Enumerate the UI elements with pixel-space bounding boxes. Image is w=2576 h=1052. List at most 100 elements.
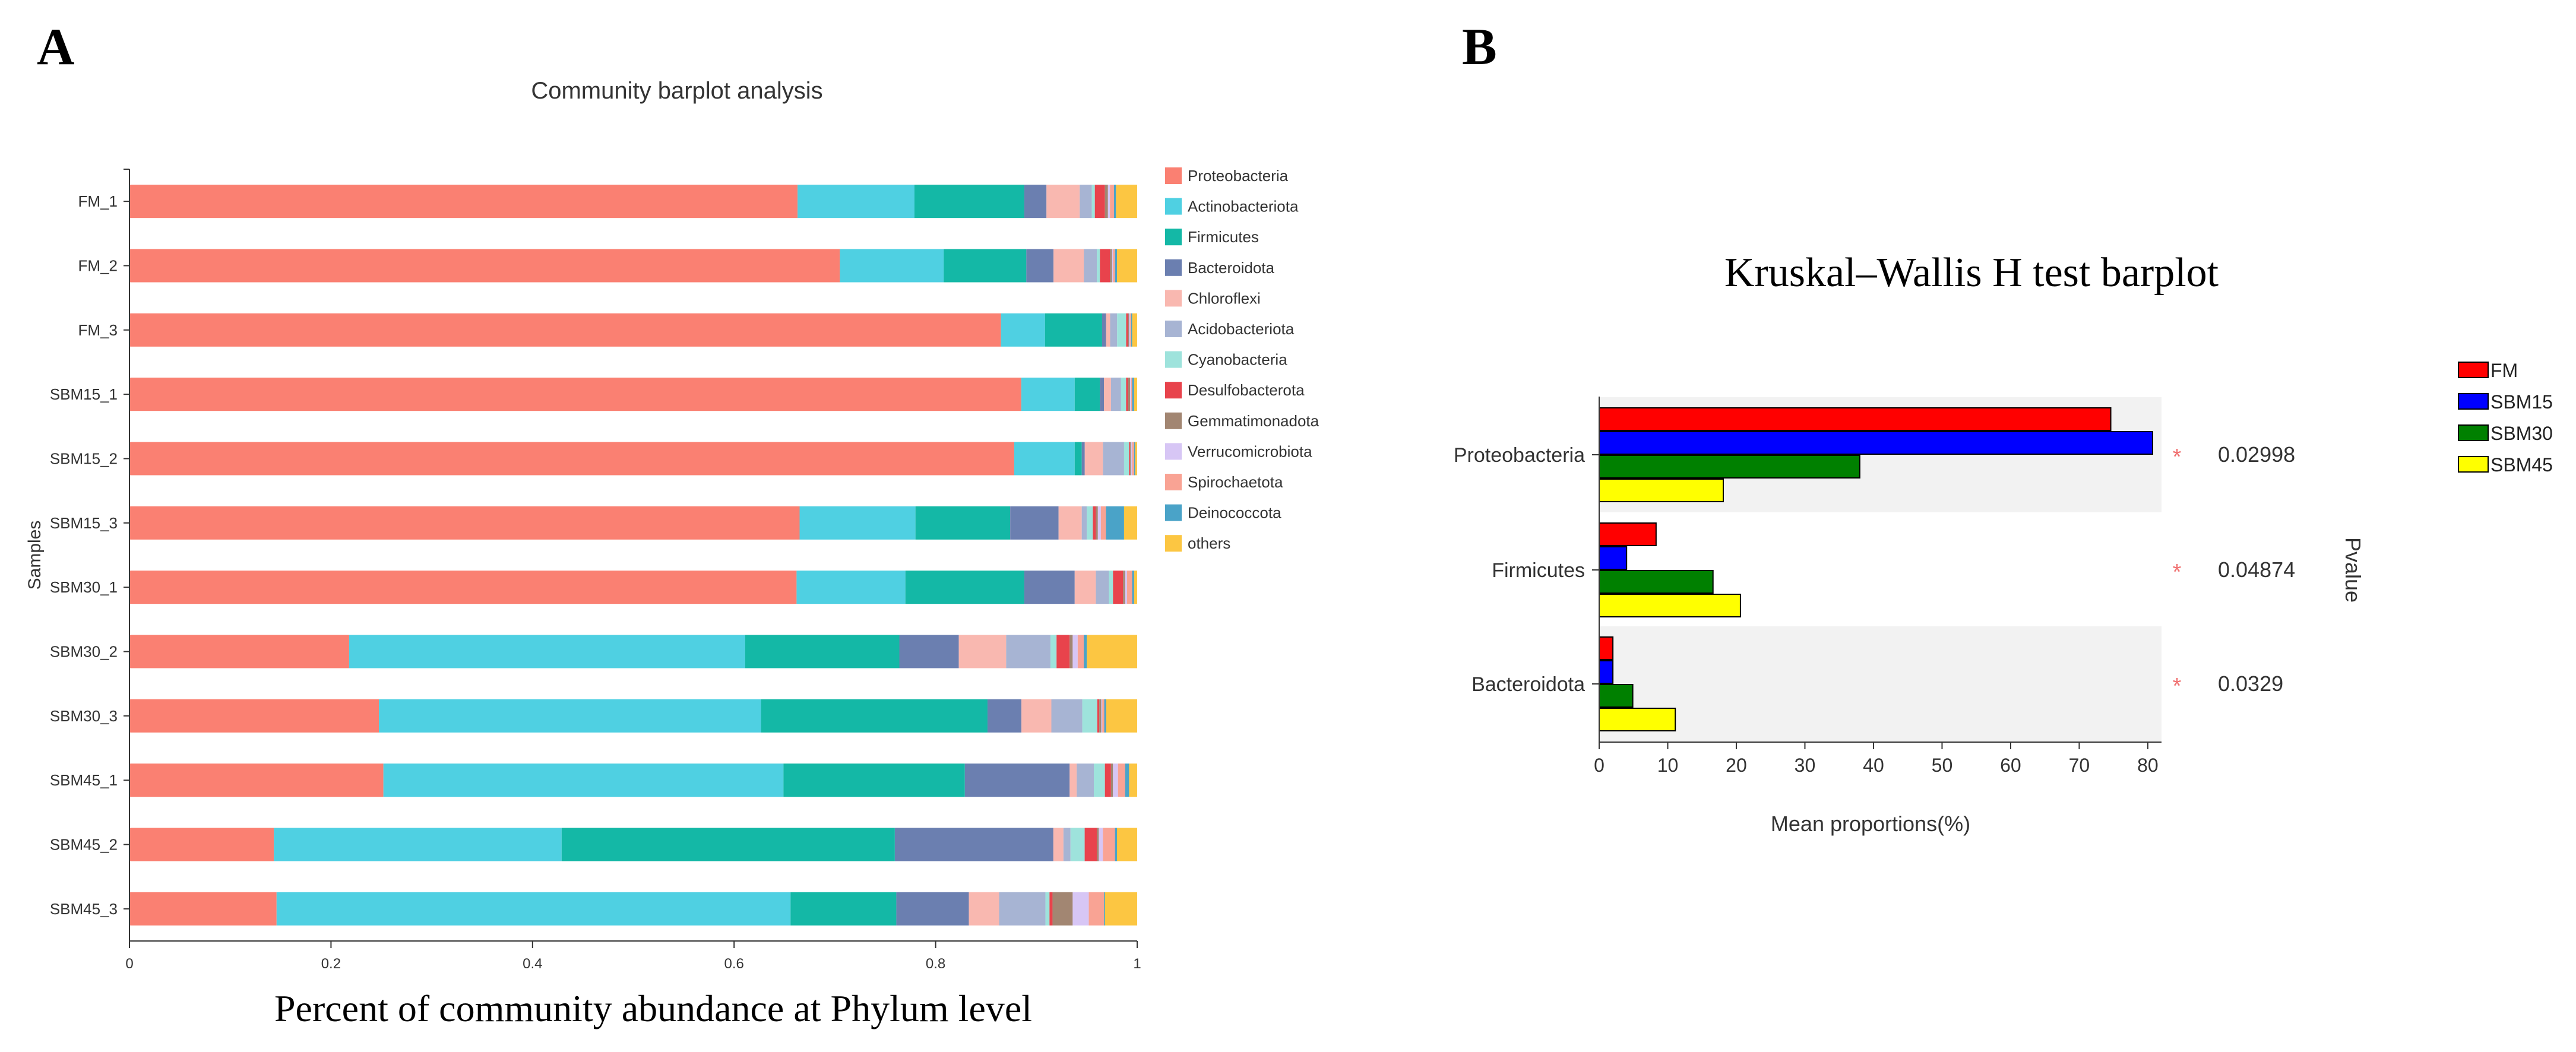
- bar-sbm15-2-desulfobacterota: [1129, 442, 1131, 476]
- bar-sbm45-2-verrucomicrobiota: [1099, 828, 1103, 861]
- bar-fm-1-acidobacteriota: [1080, 185, 1092, 218]
- bar-sbm15-1-actinobacteriota: [1021, 378, 1075, 411]
- bar-sbm15-3-firmicutes: [915, 506, 1011, 540]
- panel-b-category-label: Firmicutes: [1492, 559, 1585, 582]
- bar-sbm15-3-spirochaetota: [1100, 506, 1106, 540]
- bar-sbm45-1-chloroflexi: [1069, 763, 1077, 797]
- bar-sbm15-3-chloroflexi: [1058, 506, 1082, 540]
- bar-sbm45-2-cyanobacteria: [1070, 828, 1085, 861]
- bar-sbm15-2-firmicutes: [1074, 442, 1082, 476]
- panel-label-b: B: [1462, 18, 1497, 76]
- bar-sbm30-2-acidobacteriota: [1006, 635, 1051, 668]
- bar-sbm30-1-desulfobacterota: [1113, 571, 1124, 604]
- bar-sbm30-1-spirochaetota: [1127, 571, 1132, 604]
- legend-label-desulfobacterota: Desulfobacterota: [1188, 381, 1305, 399]
- bar-sbm15-2-acidobacteriota: [1103, 442, 1124, 476]
- bar-firmicutes-fm: [1599, 522, 1657, 546]
- bar-sbm15-3-actinobacteriota: [799, 506, 916, 540]
- bar-fm-2-firmicutes: [944, 249, 1027, 283]
- panel-a-y-tick-label: SBM45_2: [50, 836, 118, 854]
- bar-sbm15-3-deinococcota: [1106, 506, 1124, 540]
- bar-sbm15-2-verrucomicrobiota: [1131, 442, 1132, 476]
- bar-sbm45-3-verrucomicrobiota: [1072, 892, 1089, 926]
- panel-a-y-tick-label: SBM30_3: [50, 707, 118, 725]
- bar-sbm45-1-acidobacteriota: [1077, 763, 1094, 797]
- bar-fm-1-firmicutes: [914, 185, 1024, 218]
- bar-sbm45-1-spirochaetota: [1118, 763, 1125, 797]
- bar-fm-3-bacteroidota: [1102, 313, 1106, 347]
- panel-b-category-label: Proteobacteria: [1454, 444, 1585, 467]
- bar-sbm15-1-spirochaetota: [1131, 378, 1132, 411]
- bar-fm-2-others: [1117, 249, 1137, 283]
- pvalue-proteobacteria: 0.02998: [2218, 442, 2295, 467]
- panel-a-xlabel: Percent of community abundance at Phylum…: [274, 987, 1032, 1029]
- bar-firmicutes-sbm30: [1599, 570, 1714, 594]
- panel-a-y-tick-label: FM_3: [78, 321, 118, 339]
- bar-fm-2-proteobacteria: [129, 249, 840, 283]
- bar-sbm30-3-spirochaetota: [1102, 699, 1105, 733]
- bar-sbm15-3-others: [1124, 506, 1137, 540]
- bar-sbm45-3-chloroflexi: [969, 892, 999, 926]
- bar-sbm15-1-deinococcota: [1132, 378, 1134, 411]
- legend-label-cyanobacteria: Cyanobacteria: [1188, 351, 1287, 369]
- bar-sbm30-2-chloroflexi: [958, 635, 1007, 668]
- legend-label-deinococcota: Deinococcota: [1188, 504, 1281, 522]
- bar-sbm15-1-others: [1134, 378, 1137, 411]
- panel-b-x-tick-label: 70: [2069, 755, 2090, 776]
- bar-fm-3-actinobacteriota: [1001, 313, 1045, 347]
- legend-label-proteobacteria: Proteobacteria: [1188, 167, 1289, 185]
- bar-proteobacteria-sbm45: [1599, 479, 1724, 502]
- bar-fm-3-firmicutes: [1045, 313, 1102, 347]
- legend-swatch-sbm45: [2458, 456, 2489, 473]
- bar-sbm45-1-others: [1129, 763, 1137, 797]
- panel-a-x-tick-label: 0: [125, 956, 133, 972]
- panel-a-y-tick-label: SBM45_1: [50, 771, 118, 789]
- bar-sbm15-3-acidobacteriota: [1081, 506, 1087, 540]
- panel-b-x-tick-label: 60: [2000, 755, 2021, 776]
- bar-fm-3-desulfobacterota: [1126, 313, 1128, 347]
- panel-b-legend: FM SBM15 SBM30 SBM45: [2458, 360, 2553, 476]
- panel-a-y-tick-label: SBM15_3: [50, 514, 118, 532]
- bar-sbm30-2-actinobacteriota: [349, 635, 745, 668]
- panel-a-bars: [129, 185, 1137, 926]
- bar-fm-1-cyanobacteria: [1091, 185, 1095, 218]
- panel-a-title: Community barplot analysis: [531, 78, 822, 104]
- legend-label-spirochaetota: Spirochaetota: [1188, 473, 1283, 491]
- panel-label-a: A: [37, 18, 75, 76]
- bar-sbm15-1-chloroflexi: [1103, 378, 1111, 411]
- bar-sbm30-3-acidobacteriota: [1051, 699, 1083, 733]
- bar-fm-1-desulfobacterota: [1094, 185, 1105, 218]
- legend-label-chloroflexi: Chloroflexi: [1188, 289, 1261, 307]
- panel-b-axes: Proteobacteria Firmicutes Bacteroidota 0 10 2…: [1454, 397, 2162, 776]
- legend-swatch-acidobacteriota: [1165, 321, 1182, 337]
- bar-fm-3-deinococcota: [1131, 313, 1132, 347]
- significance-star-firmicutes: *: [2173, 560, 2182, 585]
- legend-swatch-spirochaetota: [1165, 474, 1182, 490]
- significance-star-proteobacteria: *: [2173, 445, 2182, 470]
- bar-sbm30-3-chloroflexi: [1021, 699, 1052, 733]
- bar-sbm15-2-bacteroidota: [1081, 442, 1085, 476]
- bar-sbm45-2-proteobacteria: [129, 828, 274, 861]
- legend-swatch-desulfobacterota: [1165, 382, 1182, 399]
- legend-label-sbm45: SBM45: [2490, 454, 2553, 476]
- bar-sbm45-3-bacteroidota: [896, 892, 969, 926]
- bar-sbm45-3-proteobacteria: [129, 892, 277, 926]
- bar-sbm30-1-gemmatimonadota: [1123, 571, 1125, 604]
- bar-fm-2-verrucomicrobiota: [1112, 249, 1113, 283]
- legend-label-sbm30: SBM30: [2490, 423, 2553, 444]
- bar-bacteroidota-sbm30: [1599, 684, 1634, 708]
- bar-proteobacteria-sbm30: [1599, 455, 1860, 479]
- panel-b-x-tick-label: 80: [2137, 755, 2159, 776]
- panel-a-y-tick-label: SBM15_1: [50, 385, 118, 403]
- bar-sbm45-2-bacteroidota: [894, 828, 1053, 861]
- bar-sbm15-3-desulfobacterota: [1093, 506, 1096, 540]
- bar-sbm30-2-proteobacteria: [129, 635, 349, 668]
- bar-sbm15-1-firmicutes: [1074, 378, 1100, 411]
- legend-swatch-gemmatimonadota: [1165, 412, 1182, 429]
- bar-bacteroidota-sbm15: [1599, 660, 1614, 684]
- bar-sbm15-3-bacteroidota: [1010, 506, 1059, 540]
- bar-sbm15-1-acidobacteriota: [1110, 378, 1121, 411]
- legend-label-sbm15: SBM15: [2490, 391, 2553, 413]
- bar-sbm30-1-chloroflexi: [1074, 571, 1096, 604]
- legend-swatch-fm: [2458, 362, 2489, 378]
